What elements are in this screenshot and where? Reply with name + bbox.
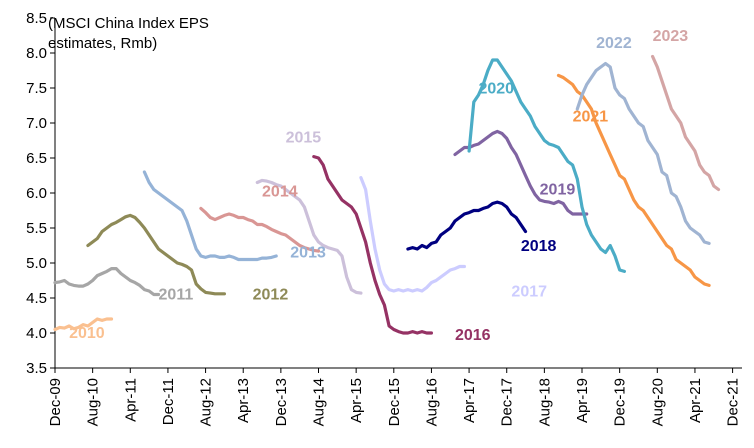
series-line-2022	[575, 61, 711, 245]
y-tick-label: 4.5	[26, 290, 47, 307]
y-axis-label-line-2: estimates, Rmb)	[48, 35, 157, 52]
y-tick-label: 6.5	[26, 150, 47, 167]
series-label-2011: 2011	[159, 286, 194, 303]
series-label-2023: 2023	[653, 28, 689, 45]
x-tick-label: Dec-13	[273, 378, 290, 426]
series-lines	[53, 54, 721, 335]
y-tick-label: 4.0	[26, 325, 47, 342]
y-tick-label: 7.0	[26, 115, 47, 132]
x-tick-label: Dec-15	[386, 378, 403, 426]
series-labels: 2010 2011 2012 2013 2014 2015 2016 2017 2018 2019…	[69, 28, 688, 344]
series-line-2021	[556, 73, 711, 287]
series-line-2015	[255, 178, 363, 295]
y-tick-label: 5.0	[26, 255, 47, 272]
series-line-2023	[651, 54, 721, 192]
x-tick-label: Aug-12	[198, 378, 215, 426]
series-line-2011	[53, 267, 161, 297]
x-tick-label: Dec-11	[160, 378, 177, 425]
series-line-2014	[199, 206, 321, 253]
series-label-2022: 2022	[596, 35, 632, 52]
x-tick-label: Dec-09	[47, 378, 64, 426]
axes: 3.5 4.0 4.5 5.0 5.5 6.0 6.5 7.0 7.5 8.0 8.5 Dec-09 A…	[26, 10, 742, 426]
y-tick-label: 8.0	[26, 45, 47, 62]
x-tick-label: Apr-11	[122, 378, 139, 422]
series-label-2010: 2010	[69, 325, 105, 342]
series-label-2017: 2017	[511, 284, 547, 301]
x-tick-label: Apr-15	[348, 378, 365, 423]
x-tick-label: Dec-19	[612, 378, 629, 426]
x-tick-label: Aug-16	[423, 378, 440, 426]
y-tick-label: 3.5	[26, 360, 47, 377]
x-tick-label: Aug-14	[311, 378, 328, 426]
y-tick-label: 5.5	[26, 220, 47, 237]
y-tick-label: 8.5	[26, 10, 47, 27]
series-label-2016: 2016	[455, 327, 491, 344]
y-tick-label: 6.0	[26, 185, 47, 202]
series-line-2013	[142, 170, 278, 262]
x-tick-label: Apr-19	[574, 378, 591, 423]
series-label-2012: 2012	[253, 286, 289, 303]
y-axis-label: (MSCI China Index EPS estimates, Rmb)	[48, 15, 213, 52]
series-label-2020: 2020	[478, 81, 514, 98]
series-line-2020	[467, 58, 626, 273]
series-line-2012	[86, 213, 226, 296]
series-line-2010	[53, 317, 114, 332]
x-tick-label: Apr-21	[687, 378, 704, 423]
x-tick-label: Aug-18	[536, 378, 553, 426]
series-label-2015: 2015	[286, 130, 322, 147]
series-line-2016	[312, 155, 433, 335]
x-tick-label: Apr-13	[235, 378, 252, 423]
series-label-2021: 2021	[573, 109, 609, 126]
y-tick-label: 7.5	[26, 80, 47, 97]
series-label-2018: 2018	[521, 238, 557, 255]
series-line-2017	[359, 176, 466, 293]
series-label-2019: 2019	[540, 181, 576, 198]
x-tick-label: Aug-10	[85, 378, 102, 426]
x-tick-label: Dec-21	[725, 378, 742, 426]
x-tick-label: Aug-20	[649, 378, 666, 426]
y-axis-label-line-1: (MSCI China Index EPS	[48, 15, 209, 32]
x-tick-label: Apr-17	[461, 378, 478, 423]
series-line-2018	[406, 200, 528, 251]
x-tick-label: Dec-17	[499, 378, 516, 426]
series-label-2013: 2013	[290, 244, 326, 261]
series-line-2019	[453, 129, 589, 216]
series-label-2014: 2014	[262, 184, 298, 201]
